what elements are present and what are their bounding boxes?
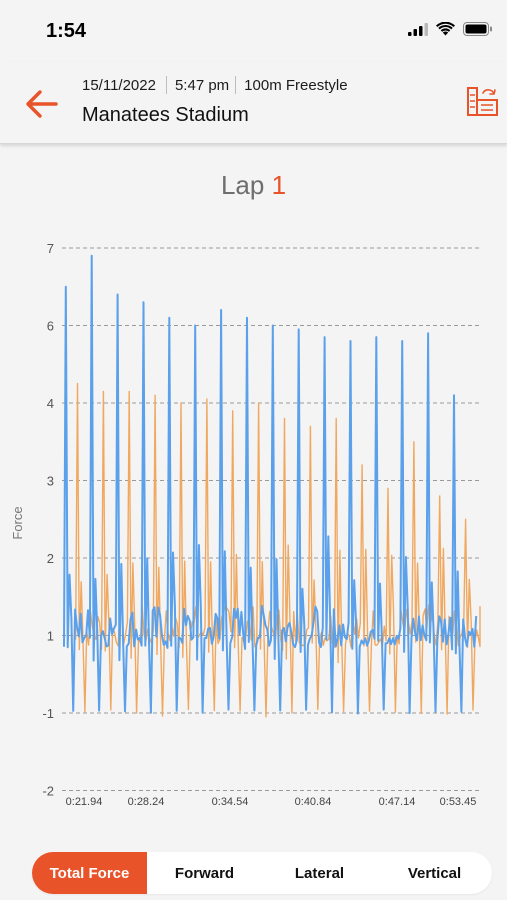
meta-divider [235, 76, 237, 94]
tab-vertical[interactable]: Vertical [407, 864, 462, 882]
y-tick-label: 2 [47, 551, 54, 566]
y-axis-label: Force [10, 506, 25, 539]
venue-name: Manatees Stadium [82, 104, 249, 126]
tab-forward[interactable]: Forward [174, 864, 235, 882]
x-tick-label: 0:34.54 [212, 796, 249, 808]
back-button[interactable] [22, 84, 62, 124]
lap-number: 1 [271, 170, 287, 200]
lap-label: Lap [220, 170, 265, 200]
force-type-tabs: Total Force Forward Lateral Vertical [32, 852, 492, 894]
lap-title: Lap 1 [0, 170, 507, 201]
x-tick-label: 0:53.45 [440, 796, 477, 808]
wifi-icon [436, 21, 455, 41]
signal-icon [408, 22, 428, 41]
x-tick-label: 0:47.14 [379, 796, 416, 808]
y-tick-label: 4 [47, 396, 54, 411]
y-tick-label: -1 [42, 706, 54, 721]
y-tick-label: 6 [47, 319, 54, 334]
status-bar: 1:54 [0, 0, 507, 62]
battery-icon [463, 22, 493, 41]
session-event: 100m Freestyle [244, 76, 348, 94]
session-date: 15/11/2022 [82, 76, 156, 94]
meta-divider [165, 76, 167, 94]
force-chart-svg: 7 6 4 3 2 1 -1 -2 Force 0:21.94 0:28.24 0:34.54 0:40… [10, 241, 481, 808]
y-tick-label: 1 [47, 629, 54, 644]
status-time: 1:54 [46, 20, 87, 42]
y-tick-label: 7 [47, 241, 54, 256]
y-tick-label: 3 [47, 474, 54, 489]
x-tick-label: 0:28.24 [128, 796, 165, 808]
session-header: 15/11/2022 5:47 pm 100m Freestyle Manate… [0, 62, 507, 144]
series-line-orange [74, 382, 481, 718]
tab-total-force[interactable]: Total Force [32, 852, 147, 894]
session-meta: 15/11/2022 5:47 pm 100m Freestyle [82, 76, 348, 94]
y-tick-label: -2 [42, 784, 54, 799]
compare-laps-button[interactable] [466, 85, 500, 119]
tab-lateral[interactable]: Lateral [294, 864, 345, 882]
x-tick-label: 0:21.94 [66, 796, 103, 808]
series-line-blue [63, 254, 478, 715]
arrow-left-icon [26, 90, 58, 118]
compare-laps-icon [467, 87, 498, 116]
force-chart: 7 6 4 3 2 1 -1 -2 Force 0:21.94 0:28.24 0:34.54 0:40… [0, 225, 507, 825]
session-time: 5:47 pm [174, 76, 230, 94]
status-icons [408, 21, 493, 41]
x-tick-label: 0:40.84 [295, 796, 332, 808]
